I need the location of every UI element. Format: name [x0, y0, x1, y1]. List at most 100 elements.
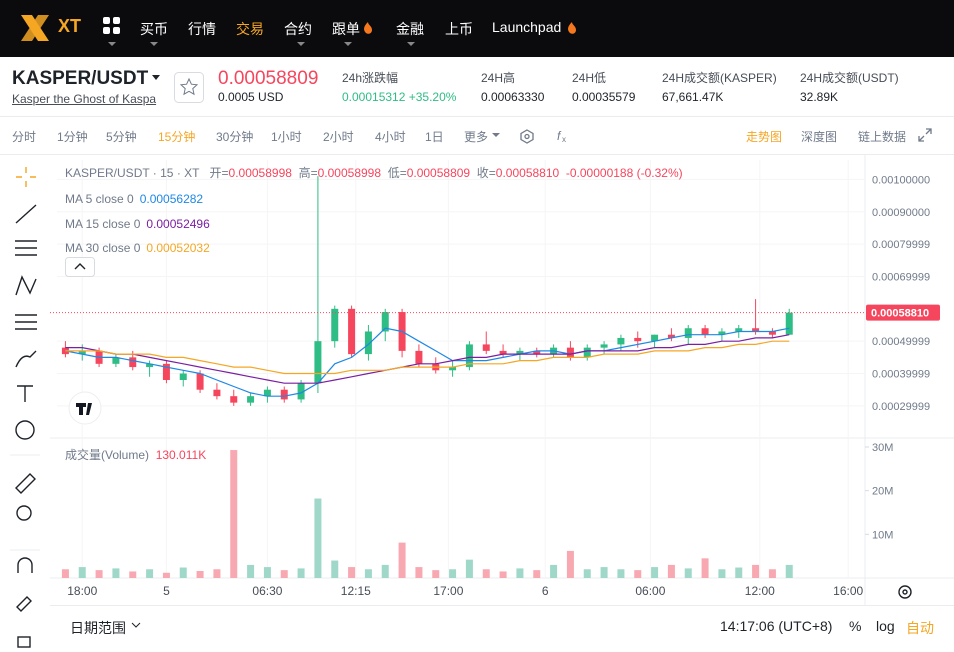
volume-bar: [600, 567, 608, 578]
collapse-legend[interactable]: [65, 257, 95, 277]
tool-crosshair[interactable]: [16, 167, 36, 187]
logo-text[interactable]: XT: [58, 16, 82, 36]
ohlc-label: 低=: [387, 166, 407, 180]
candle-body: [146, 363, 154, 368]
tool-channel[interactable]: [15, 240, 37, 256]
candle-body: [129, 357, 137, 368]
tool-emoji[interactable]: [15, 420, 35, 440]
nav-item[interactable]: 买币: [140, 21, 168, 37]
tool-line[interactable]: [15, 204, 37, 224]
interval[interactable]: 1小时: [271, 130, 302, 144]
interval[interactable]: 2小时: [323, 130, 354, 144]
tool-ruler[interactable]: [15, 473, 36, 494]
volume-bar: [398, 542, 406, 578]
date-range[interactable]: 日期范围: [70, 620, 126, 636]
ohlc-value: 0.00058998: [317, 166, 382, 180]
ma-name: MA 5 close 0: [65, 192, 134, 206]
clock: 14:17:06 (UTC+8): [720, 618, 833, 634]
volume-bar: [583, 569, 591, 578]
candle-body: [381, 312, 389, 332]
nav-item[interactable]: 跟单: [332, 21, 360, 37]
candle-body: [516, 350, 524, 355]
candle-body: [583, 347, 591, 358]
volume-latest: 130.011K: [155, 448, 207, 462]
y-tick-label: 0.00100000: [872, 174, 930, 186]
tv-logo[interactable]: [68, 391, 102, 425]
interval[interactable]: 4小时: [375, 130, 406, 144]
nav-item[interactable]: 行情: [188, 21, 216, 37]
volume-bar: [381, 564, 389, 578]
volume-bar: [415, 567, 423, 578]
tool-lock-draw[interactable]: [16, 596, 32, 612]
view-tab[interactable]: 深度图: [801, 130, 838, 144]
last-price: 0.00058809: [218, 68, 319, 89]
volume-bar: [247, 564, 255, 578]
candle-body: [499, 350, 507, 355]
interval[interactable]: 15分钟: [158, 130, 196, 144]
interval[interactable]: 5分钟: [106, 130, 137, 144]
y-tick-label: 0.00029999: [872, 401, 930, 413]
logo-icon[interactable]: [18, 12, 52, 44]
candle-body: [263, 389, 271, 397]
drawing-tools: [10, 167, 40, 648]
volume-bar: [701, 558, 709, 578]
volume-bar: [364, 569, 372, 578]
price-usd: 0.0005 USD: [218, 90, 284, 104]
nav-item[interactable]: Launchpad: [492, 19, 562, 35]
scale-option[interactable]: %: [849, 618, 862, 634]
token-name[interactable]: Kasper the Ghost of Kaspa: [12, 92, 157, 106]
nav-item[interactable]: 交易: [236, 21, 264, 37]
candle-body: [752, 328, 760, 332]
scale-option[interactable]: 自动: [906, 620, 934, 636]
ma-legend-row: MA 30 close 0 0.00052032: [65, 236, 210, 261]
candle-body: [297, 383, 305, 400]
view-tab[interactable]: 走势图: [746, 130, 783, 144]
apps-icon[interactable]: [102, 16, 122, 50]
nav-item[interactable]: 上币: [445, 21, 473, 37]
tool-lock[interactable]: [17, 636, 31, 648]
interval[interactable]: 分时: [12, 130, 37, 144]
volume-bar: [314, 498, 322, 578]
tool-brush[interactable]: [15, 350, 37, 368]
interval[interactable]: 30分钟: [216, 130, 254, 144]
y-tick-label: 0.00049999: [872, 336, 930, 348]
ma-name: MA 15 close 0: [65, 216, 141, 231]
volume-bar: [263, 567, 271, 578]
tool-zoom[interactable]: [16, 505, 32, 521]
nav-item[interactable]: 合约: [284, 21, 312, 37]
candle-body: [735, 328, 743, 332]
range-caret[interactable]: [131, 622, 141, 630]
fullscreen[interactable]: [917, 127, 933, 143]
view-tab[interactable]: 链上数据: [858, 130, 907, 144]
ma-name: MA 30 close 0: [65, 241, 141, 255]
x-tick-label: 12:15: [341, 584, 371, 598]
volume-bar: [684, 568, 692, 578]
nav-decor: [150, 22, 576, 46]
nav-item[interactable]: 金融: [396, 21, 424, 37]
volume-bar: [550, 564, 558, 578]
tool-text[interactable]: [17, 385, 33, 402]
interval[interactable]: 1日: [425, 130, 444, 144]
tool-fib[interactable]: [15, 314, 37, 330]
ma-value: 0.00056282: [139, 192, 204, 206]
y-tick-label: 0.00090000: [872, 207, 930, 219]
candle-body: [230, 396, 238, 403]
pair-caret[interactable]: [151, 74, 161, 82]
chart-settings[interactable]: [895, 583, 915, 601]
interval[interactable]: 更多: [464, 130, 489, 144]
ma-line: [65, 340, 790, 375]
pair[interactable]: KASPER/USDT: [12, 68, 149, 89]
candle-body: [364, 331, 372, 355]
tool-pattern[interactable]: [15, 275, 37, 296]
volume-bar: [465, 559, 473, 578]
tool-magnet[interactable]: [17, 557, 33, 573]
volume-tick-label: 30M: [872, 442, 893, 454]
scale-option[interactable]: log: [876, 618, 895, 634]
x-tick-label: 6: [542, 584, 549, 598]
toolbar: [0, 117, 954, 155]
interval[interactable]: 1分钟: [57, 130, 88, 144]
stat-label: 24h涨跌幅: [342, 71, 399, 85]
favorite[interactable]: [174, 72, 204, 103]
